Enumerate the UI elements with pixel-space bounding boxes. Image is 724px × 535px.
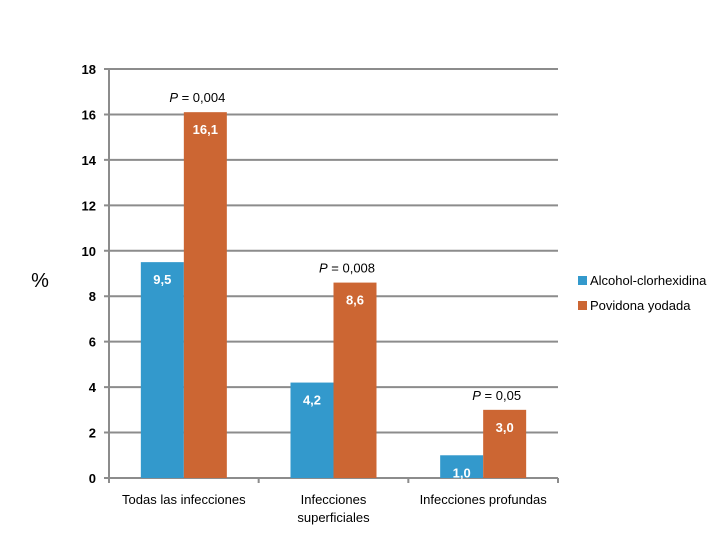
- y-tick-label: 8: [89, 289, 96, 304]
- x-category-label: Infecciones profundas: [420, 492, 548, 507]
- data-label: 9,5: [153, 272, 171, 287]
- bar-alcohol-clorhexidina: [140, 262, 184, 478]
- bar-povidona-yodada: [183, 112, 227, 478]
- data-label: 1,0: [453, 465, 471, 480]
- y-tick-label: 18: [82, 62, 96, 77]
- x-category-label: Infecciones: [301, 492, 367, 507]
- x-category-label: Todas las infecciones: [122, 492, 246, 507]
- y-axis-label: %: [31, 270, 49, 292]
- p-value-annotation: P = 0,008: [319, 261, 375, 276]
- legend-swatch: [578, 301, 587, 310]
- data-label: 4,2: [303, 393, 321, 408]
- data-label: 16,1: [193, 122, 218, 137]
- bar-alcohol-clorhexidina: [290, 382, 334, 478]
- y-tick-label: 4: [89, 380, 97, 395]
- y-tick-label: 16: [82, 107, 96, 122]
- p-value-annotation: P = 0,004: [169, 90, 225, 105]
- y-tick-label: 2: [89, 426, 96, 441]
- bar-povidona-yodada: [483, 409, 527, 478]
- y-tick-label: 14: [82, 153, 97, 168]
- legend-label: Alcohol-clorhexidina: [590, 273, 707, 288]
- y-tick-label: 10: [82, 244, 96, 259]
- y-tick-label: 6: [89, 335, 96, 350]
- legend-swatch: [578, 276, 587, 285]
- x-category-label: superficiales: [297, 510, 370, 525]
- p-value-annotation: P = 0,05: [472, 388, 521, 403]
- data-label: 8,6: [346, 293, 364, 308]
- bar-alcohol-clorhexidina: [440, 455, 484, 478]
- bar-povidona-yodada: [333, 282, 377, 478]
- y-tick-label: 12: [82, 198, 96, 213]
- data-label: 3,0: [496, 420, 514, 435]
- y-tick-label: 0: [89, 471, 96, 486]
- legend-label: Povidona yodada: [590, 298, 691, 313]
